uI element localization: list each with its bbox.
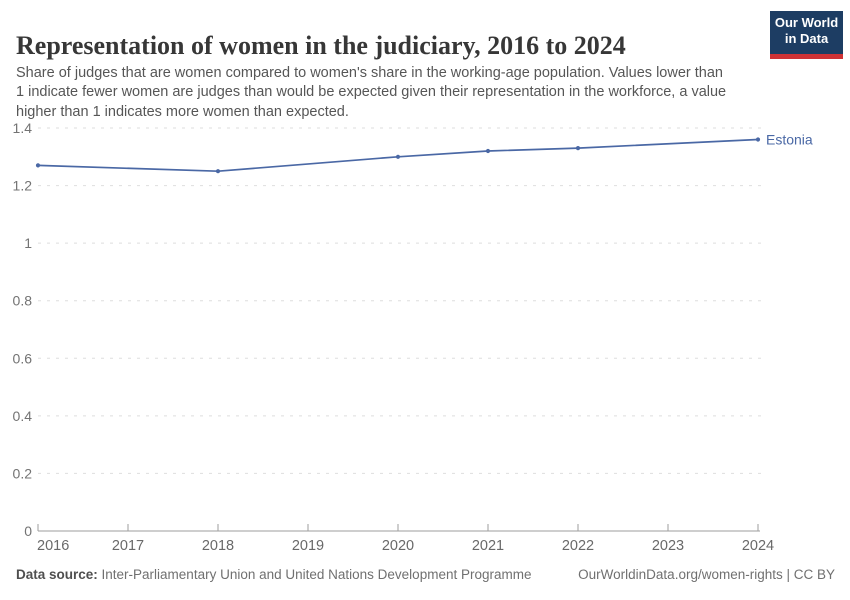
- owid-logo: Our World in Data: [770, 11, 843, 59]
- data-source-label: Data source:: [16, 567, 98, 582]
- data-source-note: Data source: Inter-Parliamentary Union a…: [16, 567, 531, 582]
- x-tick-label: 2021: [472, 538, 504, 554]
- y-tick-label: 1.2: [13, 178, 33, 194]
- y-tick-label: 0.8: [13, 293, 33, 309]
- x-tick-label: 2016: [37, 538, 69, 554]
- data-point-marker: [755, 137, 761, 142]
- x-tick-label: 2020: [382, 538, 414, 554]
- x-tick-label: 2017: [112, 538, 144, 554]
- chart-subtitle: Share of judges that are women compared …: [16, 64, 727, 120]
- x-tick-label: 2019: [292, 538, 324, 554]
- y-tick-label: 0.6: [13, 350, 33, 366]
- series-end-label: Estonia: [766, 132, 813, 148]
- data-point-marker: [485, 148, 491, 154]
- y-tick-label: 0.4: [13, 408, 33, 424]
- data-source-text: Inter-Parliamentary Union and United Nat…: [97, 567, 532, 582]
- data-point-marker: [575, 146, 581, 151]
- y-tick-label: 1: [24, 235, 32, 251]
- data-point-marker: [215, 169, 221, 174]
- x-tick-label: 2024: [742, 538, 774, 554]
- chart-footer: Data source: Inter-Parliamentary Union a…: [16, 567, 835, 582]
- y-tick-label: 0.2: [13, 465, 33, 481]
- y-tick-label: 1.4: [13, 120, 33, 136]
- license-link[interactable]: OurWorldinData.org/women-rights | CC BY: [578, 567, 835, 582]
- owid-logo-line1: Our World: [774, 15, 839, 30]
- owid-logo-line2: in Data: [784, 31, 829, 46]
- y-tick-label: 0: [24, 523, 32, 539]
- chart-title: Representation of women in the judiciary…: [16, 31, 626, 61]
- x-tick-label: 2022: [562, 538, 594, 554]
- data-point-marker: [395, 154, 401, 159]
- x-tick-label: 2023: [652, 538, 684, 554]
- x-tick-label: 2018: [202, 538, 234, 554]
- series-line: [37, 138, 759, 173]
- data-point-marker: [35, 163, 41, 168]
